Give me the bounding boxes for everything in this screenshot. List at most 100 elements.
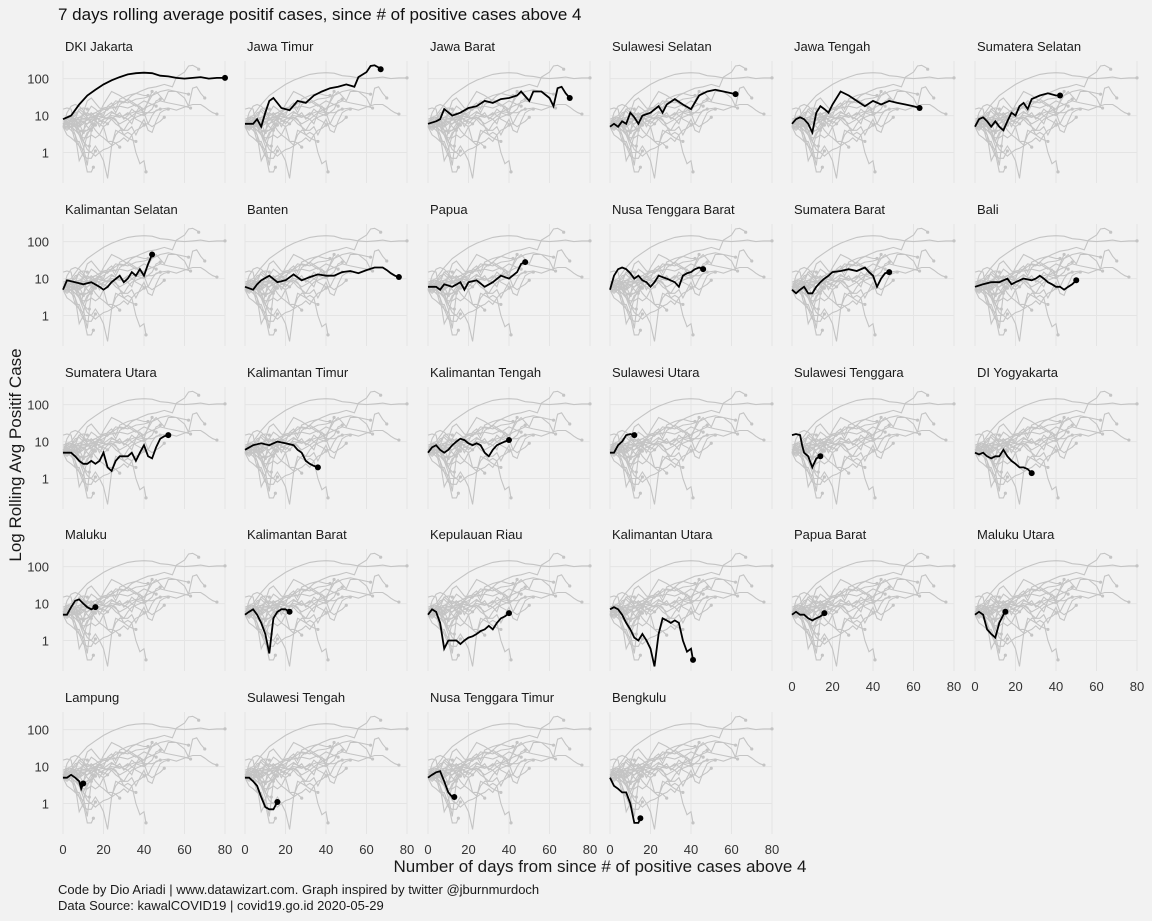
context-end-point [1003, 328, 1007, 332]
context-end-point [697, 89, 701, 94]
x-tick-label: 80 [218, 842, 232, 857]
context-end-point [891, 115, 895, 119]
context-end-point [458, 475, 462, 479]
context-line [427, 578, 556, 623]
context-end-point [273, 773, 277, 777]
context-end-point [871, 123, 875, 127]
context-end-point [891, 441, 895, 445]
context-end-point [91, 328, 95, 332]
context-end-point [697, 740, 701, 745]
context-end-point [87, 795, 91, 799]
series-end-point-nusa-tenggara-barat [700, 266, 707, 273]
context-end-point [316, 790, 320, 795]
context-end-point [523, 595, 527, 599]
series-end-point-sulawesi-utara [631, 432, 638, 439]
context-line [791, 103, 886, 127]
panel-jawa-barat: Jawa Barat [427, 39, 592, 183]
panel-title: Jawa Tengah [794, 39, 870, 54]
context-end-point [847, 145, 851, 149]
x-tick-label: 40 [137, 842, 151, 857]
context-end-point [273, 448, 277, 452]
context-end-point [300, 471, 304, 475]
panel-sulawesi-selatan: Sulawesi Selatan [609, 39, 774, 183]
context-end-point [693, 744, 697, 749]
context-end-point [519, 755, 523, 759]
context-line [610, 390, 747, 455]
context-line [791, 445, 819, 473]
context-end-point [887, 433, 891, 437]
context-end-point [634, 795, 638, 799]
context-line [62, 103, 161, 132]
context-end-point [822, 280, 827, 284]
panel-lampung: Lampung 1 10 100 0 20 40 60 80 [27, 690, 232, 857]
context-line [63, 452, 96, 485]
context-end-point [926, 393, 930, 397]
context-line [609, 577, 736, 616]
context-line [427, 429, 522, 453]
context-line [792, 227, 929, 292]
series-end-point-bali [1073, 277, 1080, 284]
context-end-point [750, 96, 754, 100]
context-end-point [1054, 611, 1058, 615]
context-end-point [1003, 165, 1007, 169]
context-end-point [1074, 603, 1078, 607]
context-end-point [470, 285, 475, 289]
context-end-point [873, 333, 877, 337]
context-line [244, 398, 407, 446]
context-line [245, 452, 278, 485]
context-end-point [507, 112, 511, 116]
context-line [609, 445, 637, 473]
context-end-point [1098, 580, 1103, 584]
context-end-point [1127, 600, 1131, 604]
series-end-point-papua [522, 259, 529, 266]
context-end-point [150, 89, 154, 94]
context-end-point [681, 790, 685, 795]
context-end-point [397, 600, 401, 604]
context-line [62, 126, 94, 173]
context-line [428, 777, 461, 810]
context-end-point [344, 115, 348, 119]
context-end-point [713, 107, 717, 111]
series-line-sumatera-selatan [974, 92, 1060, 132]
context-end-point [1005, 605, 1010, 609]
context-end-point [926, 555, 930, 559]
context-end-point [456, 773, 460, 777]
context-end-point [483, 633, 487, 637]
x-tick-label: 0 [971, 679, 978, 694]
context-end-point [197, 393, 201, 397]
context-end-point [158, 97, 162, 101]
context-end-point [188, 594, 193, 598]
context-line [609, 252, 736, 291]
context-line [244, 115, 319, 142]
context-end-point [186, 743, 191, 747]
context-end-point [944, 275, 948, 279]
context-end-point [1066, 430, 1070, 434]
context-end-point [997, 433, 1001, 437]
context-line [609, 118, 694, 179]
context-end-point [223, 402, 227, 406]
context-end-point [871, 611, 875, 615]
context-end-point [1005, 637, 1010, 641]
context-line [62, 754, 157, 778]
context-end-point [267, 758, 271, 762]
context-end-point [1098, 92, 1103, 96]
context-end-point [446, 456, 450, 461]
context-end-point [693, 93, 697, 98]
context-line [791, 119, 819, 147]
context-end-point [142, 763, 146, 767]
panel-jawa-tengah: Jawa Tengah [791, 39, 956, 183]
panel-title: Bali [977, 202, 999, 217]
context-end-point [197, 555, 201, 559]
context-end-point [385, 259, 389, 263]
y-tick-label: 10 [35, 109, 49, 124]
context-end-point [879, 415, 883, 420]
panel-title: Nusa Tenggara Timur [430, 690, 555, 705]
context-line [244, 741, 373, 786]
context-line [609, 103, 704, 127]
context-end-point [499, 302, 503, 307]
series-line-maluku-utara [974, 610, 1007, 640]
panel-title: Kalimantan Barat [247, 527, 347, 542]
context-end-point [300, 796, 304, 800]
context-end-point [875, 419, 879, 424]
context-line [427, 119, 455, 147]
